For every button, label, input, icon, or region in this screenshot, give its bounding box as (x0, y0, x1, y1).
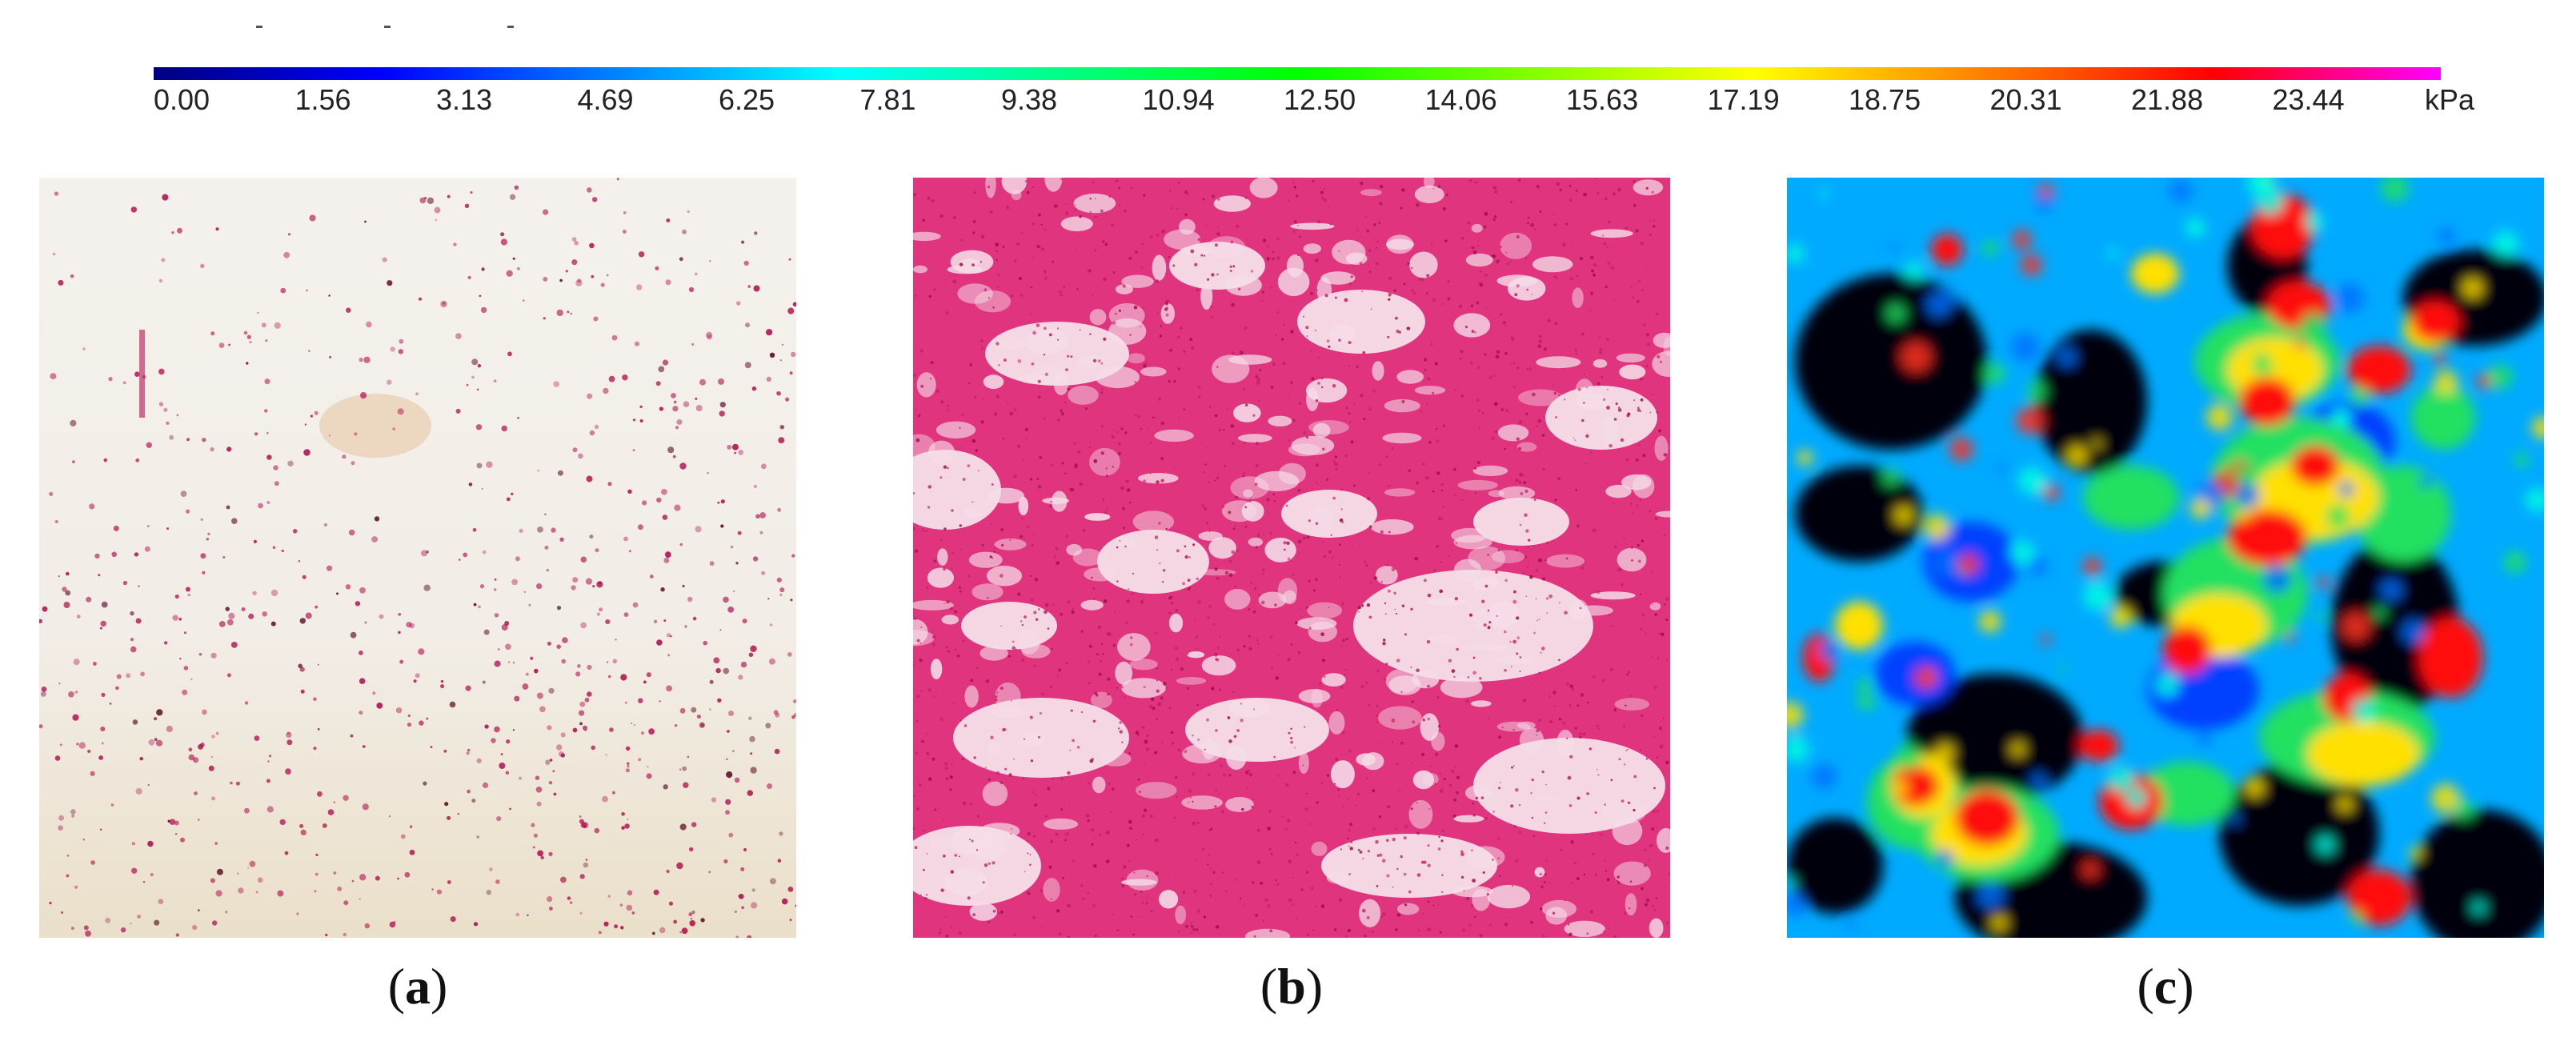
colorbar-tick-label: 10.94 (1142, 83, 1215, 116)
caption-b: (b) (1260, 958, 1324, 1015)
colorbar-tick-label: 3.13 (436, 83, 493, 116)
pressure-colorbar (154, 67, 2441, 80)
colorbar-tick-label: 23.44 (2272, 83, 2345, 116)
colorbar-unit-label: kPa (2425, 83, 2475, 116)
colorbar-tick-label: 1.56 (294, 83, 351, 116)
colorbar-tick-label: 12.50 (1284, 83, 1356, 116)
colorbar-tick-label: 4.69 (577, 83, 634, 116)
colorbar-tick-label: 0.00 (154, 83, 210, 116)
colorbar-tick-label: 18.75 (1849, 83, 1921, 116)
scan-artifact-mark (256, 26, 262, 28)
caption-a: (a) (387, 958, 448, 1015)
panel-c-pressure-heatmap (1787, 178, 2544, 938)
colorbar-tick-label: 14.06 (1424, 83, 1497, 116)
panel-b-image (913, 178, 1670, 938)
colorbar-tick-label: 6.25 (719, 83, 775, 116)
caption-c-letter: c (2153, 958, 2177, 1015)
colorbar-tick-label: 21.88 (2131, 83, 2204, 116)
colorbar-tick-label: 20.31 (1989, 83, 2062, 116)
colorbar-tick-label: 7.81 (859, 83, 916, 116)
caption-b-letter: b (1277, 958, 1306, 1015)
caption-c: (c) (2137, 958, 2194, 1015)
panel-c-image (1787, 178, 2544, 938)
scan-artifact-mark (384, 26, 391, 28)
scan-artifact-mark (507, 26, 514, 28)
panel-b-pressure-film (913, 178, 1670, 938)
caption-a-letter: a (405, 958, 431, 1015)
colorbar-tick-label: 9.38 (1001, 83, 1058, 116)
colorbar-tick-label: 17.19 (1707, 83, 1780, 116)
panel-a-pressure-film (39, 178, 796, 938)
colorbar-tick-label: 15.63 (1566, 83, 1639, 116)
panel-a-image (39, 178, 796, 938)
